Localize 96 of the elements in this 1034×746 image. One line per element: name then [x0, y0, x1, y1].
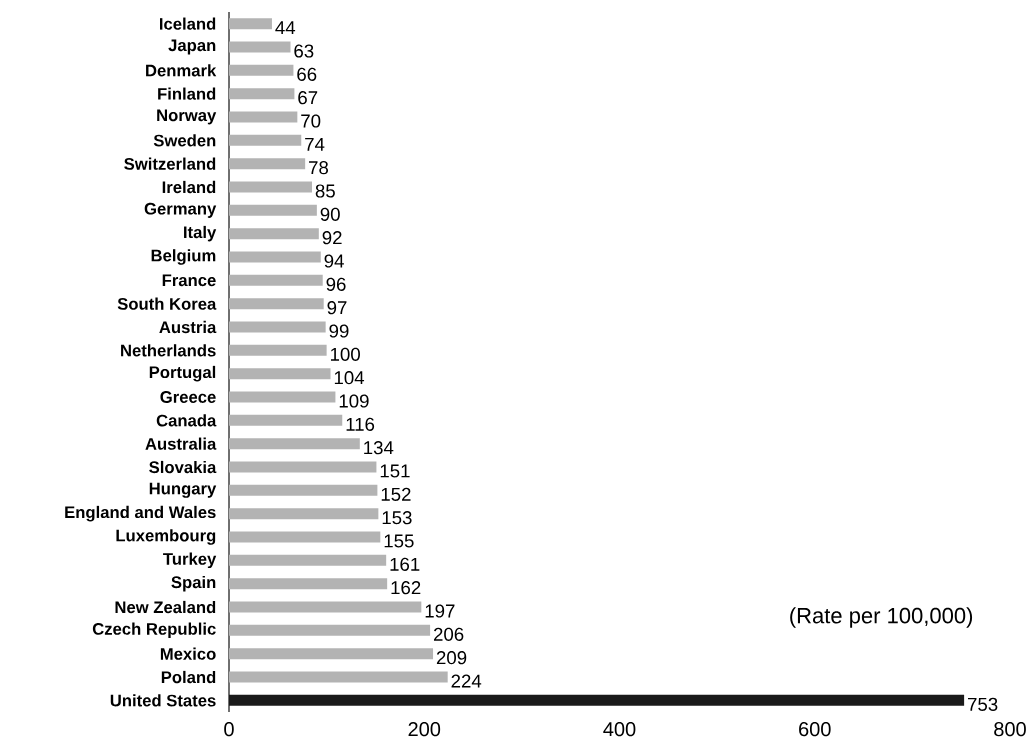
- x-tick-label: 0: [224, 722, 234, 737]
- bar: [229, 158, 306, 170]
- bar: [229, 88, 295, 100]
- y-tick-label: Sweden: [153, 134, 216, 147]
- data-label: 161: [390, 557, 420, 571]
- data-label: 96: [326, 277, 346, 291]
- y-tick-label: Slovakia: [149, 460, 217, 474]
- data-label: 63: [294, 44, 314, 58]
- y-tick-label: Japan: [168, 39, 216, 55]
- data-label: 100: [330, 347, 360, 361]
- data-label: 92: [322, 231, 342, 245]
- bar: [229, 134, 302, 146]
- bar: [229, 41, 291, 53]
- y-tick-label: Iceland: [159, 17, 216, 30]
- bar: [229, 484, 378, 496]
- data-label: 44: [275, 21, 296, 35]
- y-tick-label: Canada: [156, 414, 217, 427]
- bar: [229, 321, 326, 333]
- y-tick-label: Portugal: [149, 365, 216, 382]
- bar: [229, 274, 323, 286]
- y-tick-label: Luxembourg: [116, 529, 216, 545]
- y-tick-label: Italy: [184, 225, 217, 242]
- data-label: 153: [382, 511, 412, 525]
- bar: [229, 531, 381, 543]
- annotation: (Rate per 100,000): [790, 607, 973, 628]
- data-label: 162: [391, 581, 421, 595]
- x-tick-label: 600: [799, 722, 831, 737]
- data-label: 224: [451, 674, 482, 688]
- data-label: 66: [297, 67, 317, 81]
- data-label: 67: [298, 91, 318, 105]
- y-tick-label: New Zealand: [115, 600, 216, 614]
- bar: [229, 181, 312, 193]
- y-tick-label: Spain: [171, 575, 216, 592]
- bar: [229, 228, 319, 240]
- bar: [229, 18, 272, 30]
- data-label: 155: [384, 534, 414, 548]
- y-tick-label: United States: [110, 694, 216, 707]
- x-tick-label: 800: [994, 722, 1026, 737]
- data-label: 104: [334, 371, 365, 385]
- y-tick-label: England and Wales: [65, 505, 216, 522]
- bar: [229, 64, 294, 76]
- y-tick-label: Finland: [158, 87, 216, 100]
- bar: [229, 344, 327, 356]
- bar: [229, 601, 422, 613]
- bar: [229, 111, 298, 123]
- bar: [229, 554, 387, 566]
- y-tick-label: Mexico: [160, 647, 216, 660]
- bar: [229, 461, 377, 473]
- bar: [229, 578, 388, 590]
- data-label: 109: [339, 394, 369, 408]
- y-tick-label: Turkey: [163, 552, 217, 569]
- bar: [229, 298, 324, 310]
- data-label: 197: [425, 604, 455, 618]
- bar: [229, 438, 360, 450]
- data-label: 74: [305, 137, 325, 151]
- bar: [229, 648, 434, 660]
- data-label: 85: [315, 184, 335, 198]
- data-label: 78: [309, 161, 329, 175]
- data-label: 209: [436, 651, 467, 665]
- data-label: 94: [324, 254, 344, 268]
- data-label: 116: [346, 417, 375, 431]
- y-tick-label: Ireland: [162, 180, 216, 194]
- bar: [229, 508, 379, 520]
- data-label: 206: [433, 627, 464, 641]
- y-tick-label: France: [162, 274, 216, 287]
- y-tick-label: Switzerland: [124, 157, 216, 170]
- x-tick-label: 400: [603, 722, 636, 737]
- data-label: 97: [327, 301, 347, 315]
- y-tick-label: Netherlands: [121, 344, 216, 357]
- bar: [229, 671, 448, 683]
- data-label: 90: [320, 207, 340, 221]
- data-label: 151: [380, 464, 410, 478]
- y-tick-label: South Korea: [117, 297, 217, 310]
- bar: [229, 694, 965, 706]
- data-label: 70: [301, 114, 321, 128]
- bar: [229, 391, 336, 403]
- y-tick-label: Australia: [145, 437, 217, 450]
- data-label: 99: [329, 324, 349, 338]
- bar: [229, 251, 321, 263]
- bar: [229, 624, 431, 636]
- data-label: 753: [968, 697, 998, 711]
- y-tick-label: Norway: [157, 109, 217, 125]
- bar: [229, 368, 331, 380]
- data-label: 134: [364, 441, 394, 455]
- bar: [229, 414, 343, 426]
- y-tick-label: Austria: [159, 320, 217, 334]
- y-tick-label: Greece: [160, 391, 216, 403]
- bar: [229, 204, 317, 216]
- y-tick-label: Denmark: [146, 64, 217, 77]
- x-tick-label: 200: [408, 722, 441, 737]
- data-label: 152: [381, 487, 411, 501]
- y-tick-label: Belgium: [151, 249, 216, 265]
- y-tick-label: Hungary: [149, 482, 217, 498]
- y-tick-label: Poland: [161, 670, 216, 684]
- y-tick-label: Germany: [144, 202, 217, 218]
- y-tick-label: Czech Republic: [92, 622, 216, 639]
